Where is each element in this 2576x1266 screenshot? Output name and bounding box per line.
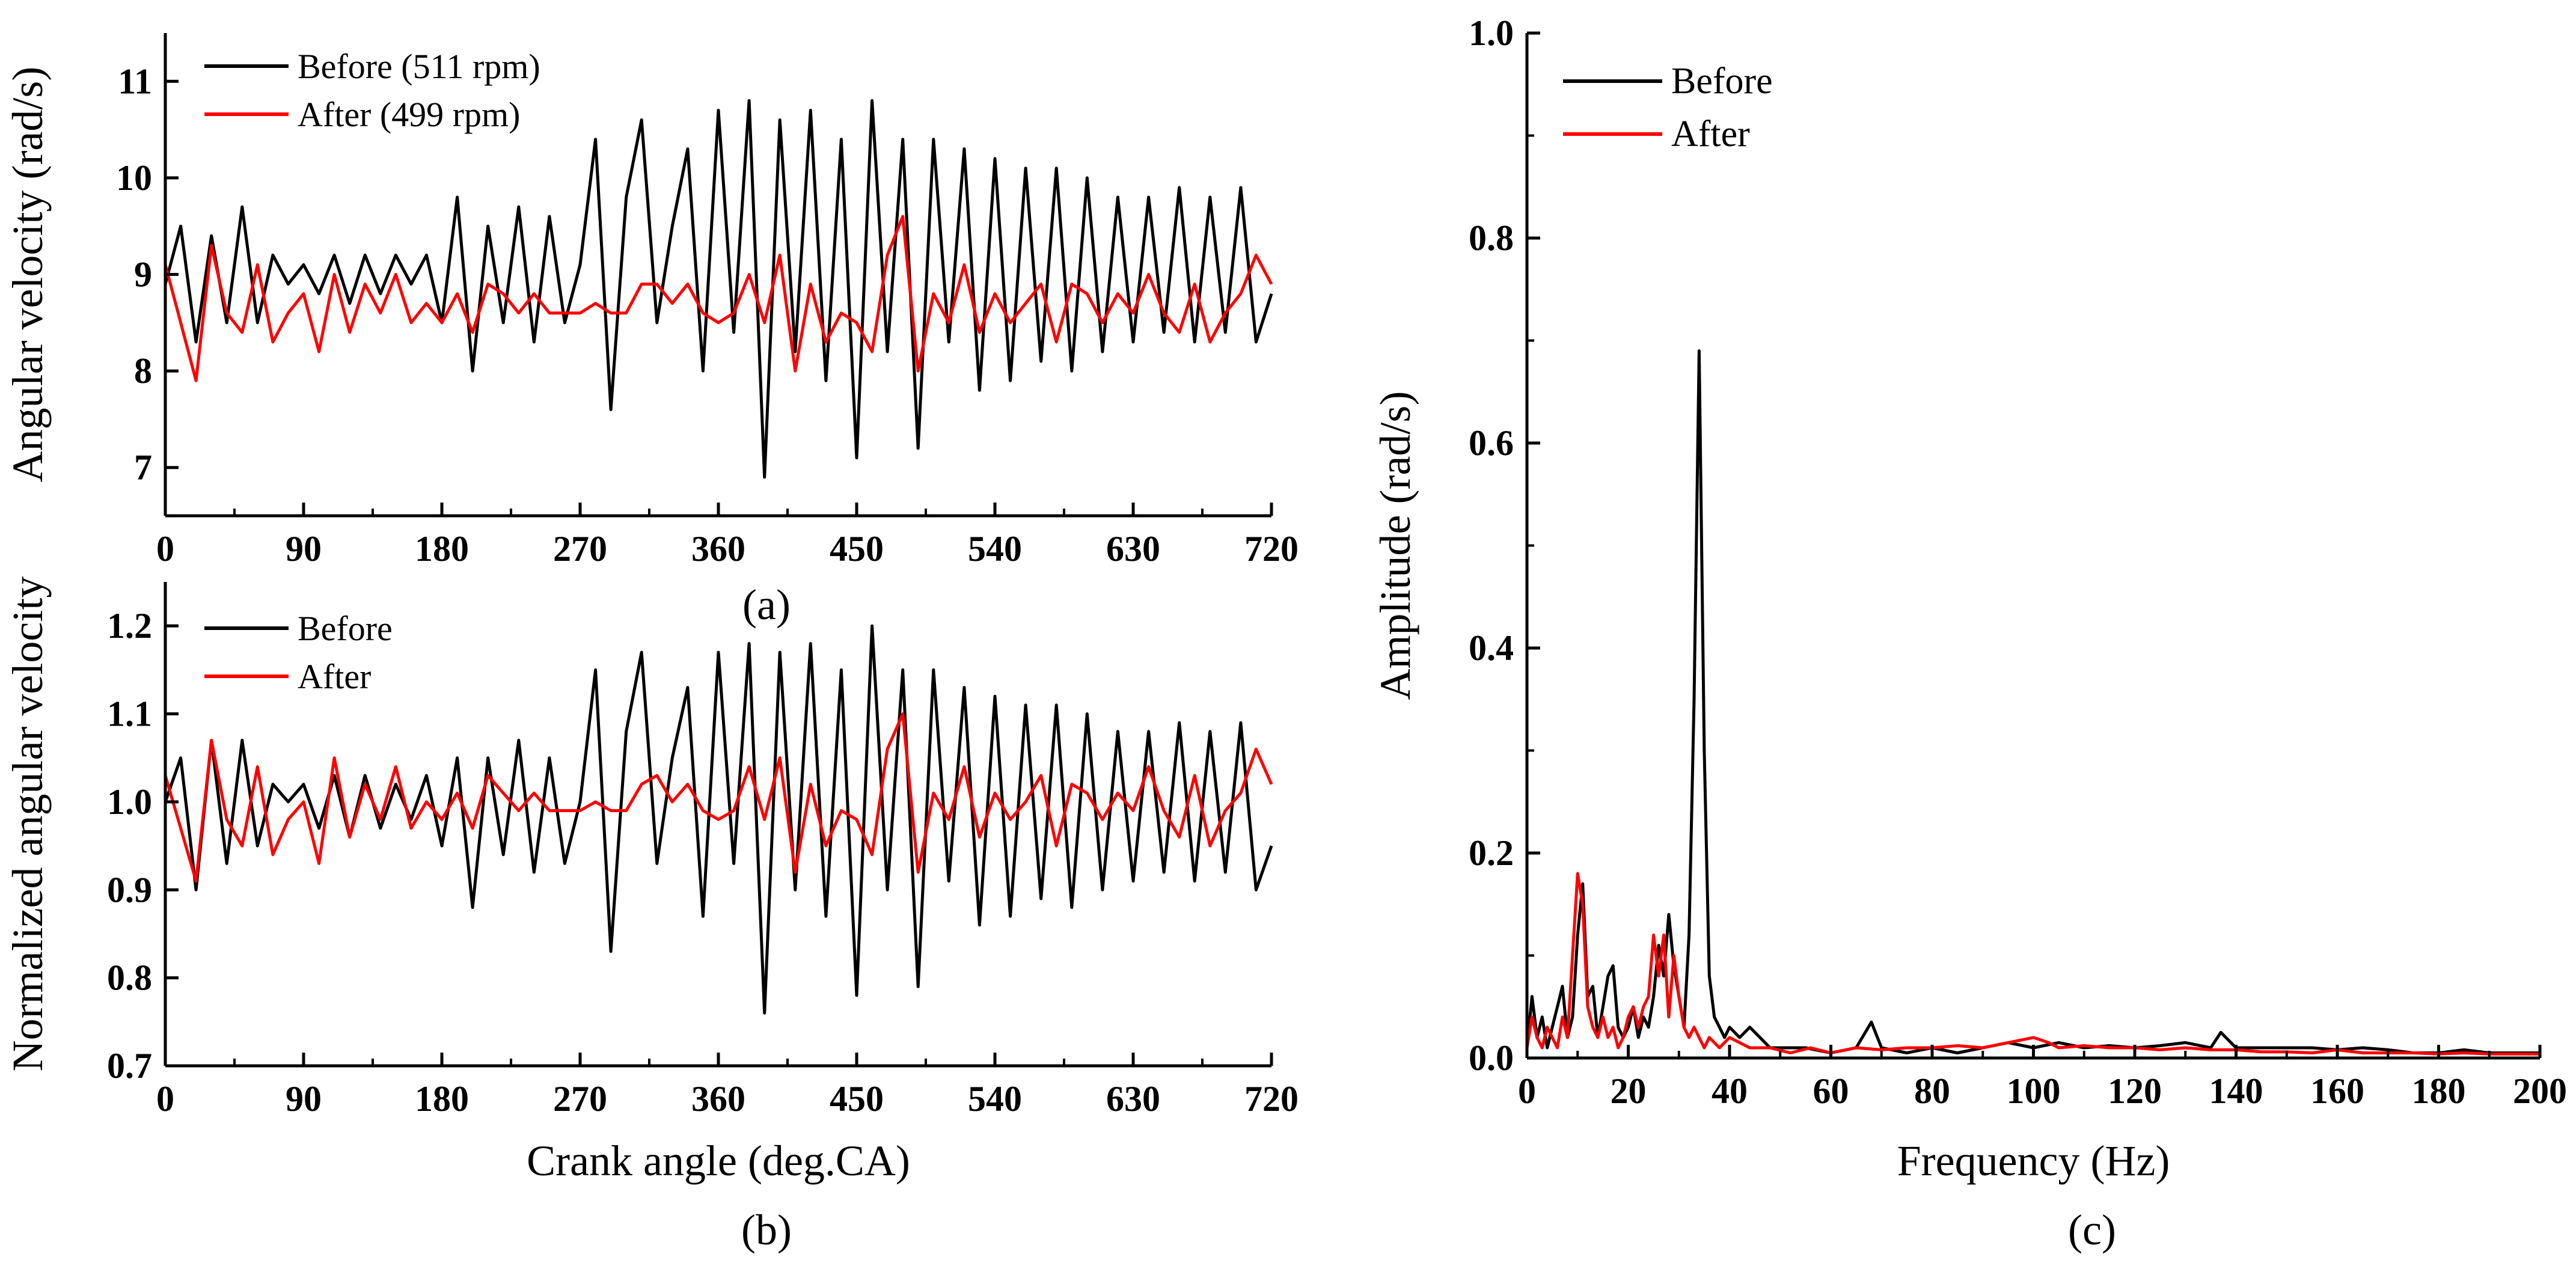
x-tick-label: 40 [1712,1071,1748,1111]
x-tick-label: 200 [2513,1071,2567,1111]
series-line-before [1525,349,2540,1054]
y-tick-label: 0.7 [107,1046,152,1086]
y-tick-label: 0.6 [1469,423,1514,463]
x-tick-label: 180 [415,529,469,569]
x-tick-label: 140 [2209,1071,2263,1111]
series-line-after [164,712,1273,883]
x-tick-label: 0 [156,529,174,569]
y-tick-label: 1.0 [1469,13,1514,53]
chart-panel-3: 0 20 40 60 80 100 120 140 160 180 200 0.0 0.2 0.4 0.6 0… [1371,13,2567,1254]
y-tick-label: 11 [118,61,152,101]
y-axis-label: Amplitude (rad/s) [1371,391,1419,700]
y-tick-label: 7 [134,448,152,488]
series-line-before [164,99,1273,479]
x-tick-label: 0 [1518,1071,1536,1111]
panel-label: (b) [741,1206,792,1254]
y-tick-label: 0.0 [1469,1038,1514,1078]
x-tick-label: 630 [1106,1079,1160,1119]
x-tick-label: 450 [830,529,884,569]
y-tick-label: 8 [134,351,152,391]
y-tick-label: 0.9 [107,870,152,910]
legend-label: After (499 rpm) [298,95,520,134]
x-tick-label: 60 [1813,1071,1849,1111]
x-tick-label: 0 [156,1079,174,1119]
y-tick-label: 0.8 [107,958,152,998]
legend: Before After [204,609,393,696]
x-tick-label: 90 [286,529,322,569]
panel-label: (c) [2068,1206,2116,1254]
x-axis-label: Frequency (Hz) [1897,1137,2170,1185]
y-axis-label: Angular velocity (rad/s) [4,67,52,483]
series-line-after [1525,872,2540,1056]
x-tick-label: 270 [553,529,607,569]
legend-label: Before [298,609,393,648]
x-tick-label: 180 [2412,1071,2466,1111]
x-tick-label: 540 [968,529,1022,569]
y-tick-label: 0.2 [1469,833,1514,873]
x-tick-label: 20 [1611,1071,1647,1111]
y-axis-label: Normalized angular velocity [4,576,52,1072]
x-tick-label: 720 [1244,1079,1299,1119]
x-tick-label: 180 [415,1079,469,1119]
legend-label: Before (511 rpm) [298,47,540,86]
x-tick-label: 160 [2310,1071,2364,1111]
chart-panel-1: 0 90 180 270 360 450 540 630 720 7 8 9 10 11 Angular v… [4,33,1299,629]
x-tick-label: 270 [553,1079,607,1119]
y-tick-label: 1.1 [107,694,152,734]
legend-label: After [298,657,371,696]
legend: Before (511 rpm) After (499 rpm) [204,47,540,134]
series-line-after [164,215,1273,382]
legend-label: After [1671,114,1750,154]
x-tick-label: 120 [2108,1071,2162,1111]
x-tick-label: 360 [691,1079,745,1119]
legend-label: Before [1671,61,1773,102]
panel-label: (a) [742,581,791,629]
x-tick-label: 100 [2007,1071,2061,1111]
x-axis-label: Crank angle (deg.CA) [527,1137,910,1185]
x-tick-label: 90 [286,1079,322,1119]
x-tick-label: 80 [1914,1071,1950,1111]
x-tick-label: 360 [691,529,745,569]
x-tick-label: 540 [968,1079,1022,1119]
chart-panel-2: 0 90 180 270 360 450 540 630 720 0.7 0.8 0.9 1.0 1.1 1… [4,576,1299,1254]
legend: Before After [1563,61,1773,154]
y-tick-label: 0.8 [1469,218,1514,258]
x-tick-label: 450 [830,1079,884,1119]
y-tick-label: 0.4 [1469,628,1514,668]
y-tick-label: 10 [116,158,152,198]
y-tick-label: 9 [134,255,152,295]
y-tick-label: 1.2 [107,606,152,646]
x-tick-label: 630 [1106,529,1160,569]
x-tick-label: 720 [1244,529,1299,569]
y-tick-label: 1.0 [107,782,152,822]
